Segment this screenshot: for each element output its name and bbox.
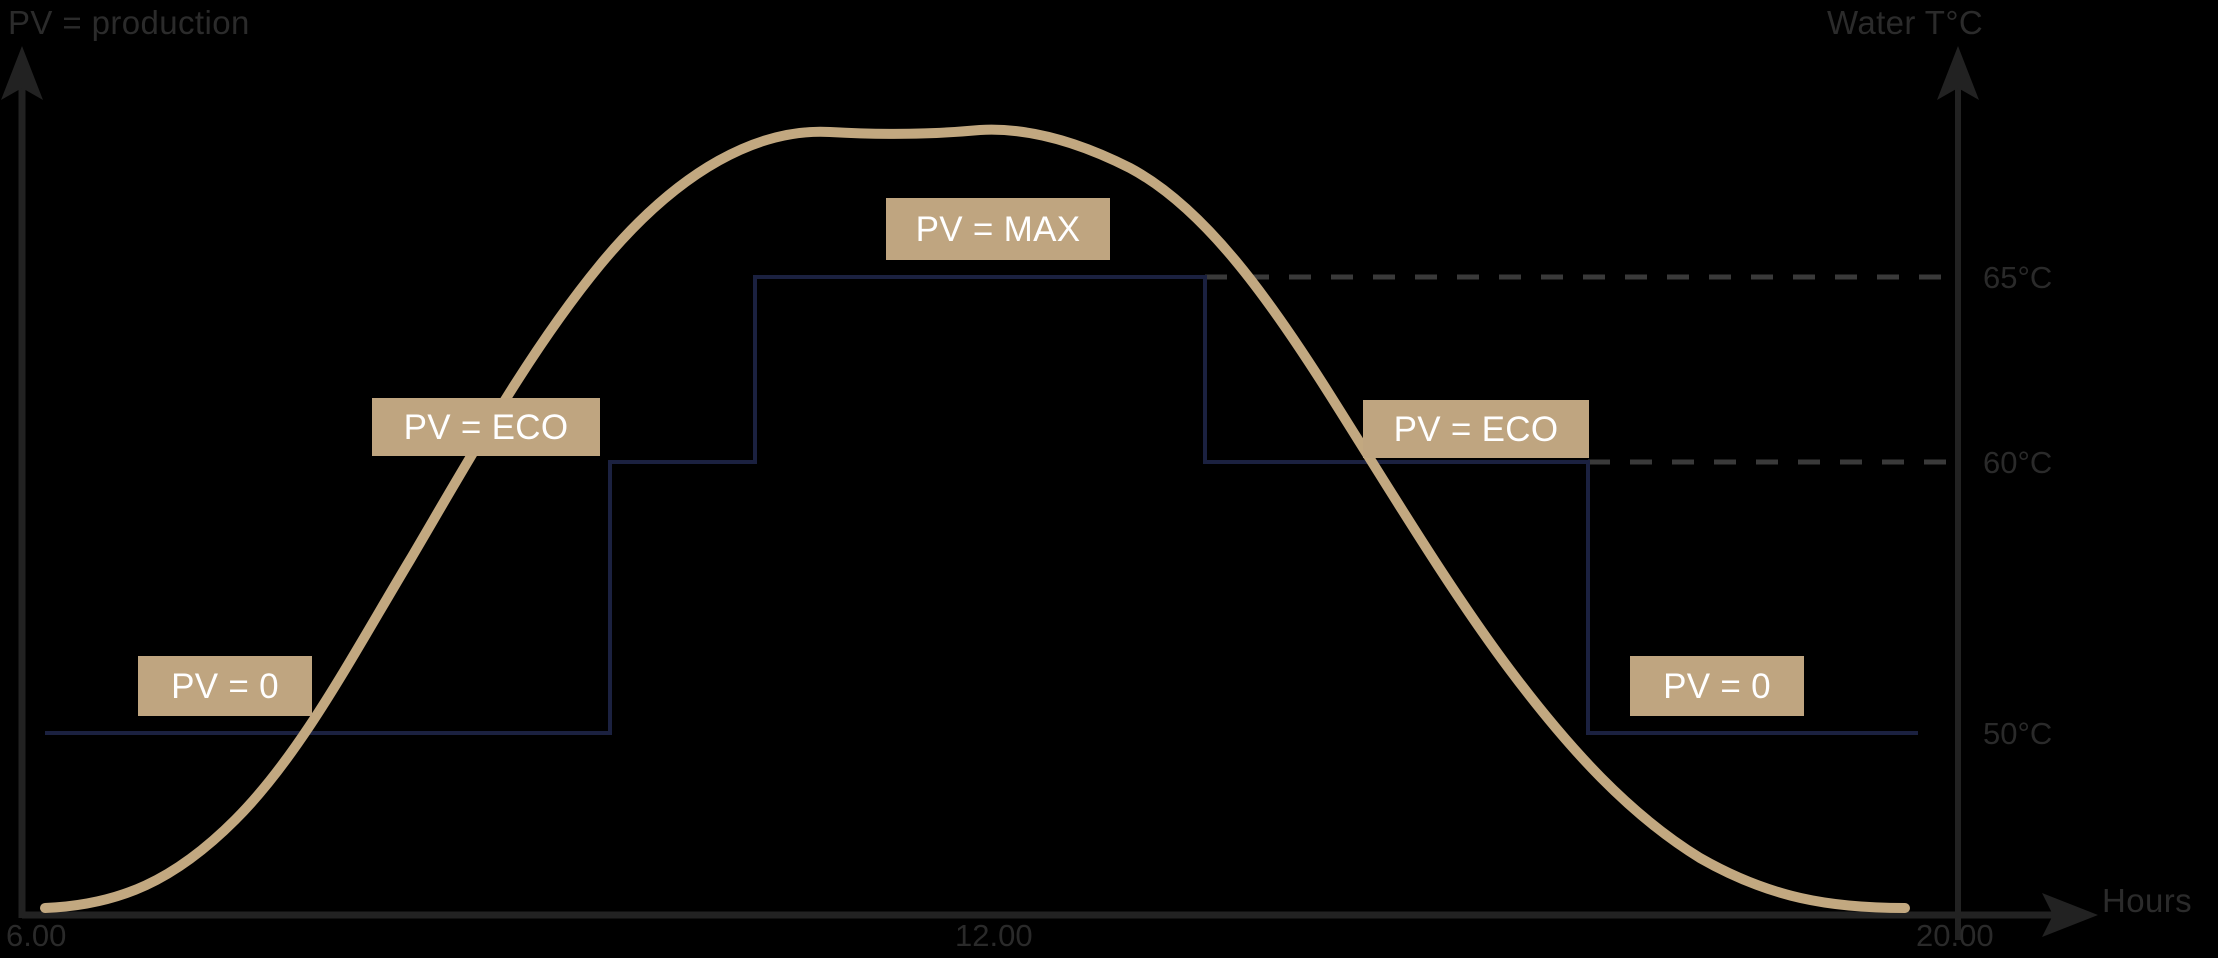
left-axis: [1, 46, 43, 918]
setpoint-step-line: [45, 275, 1918, 735]
annotation-badge-pv-zero-right: PV = 0: [1630, 656, 1804, 716]
hour-tick-20: 20.00: [1916, 918, 1994, 953]
annotation-badge-pv-max: PV = MAX: [886, 198, 1110, 260]
annotation-badge-pv-zero-left: PV = 0: [138, 656, 312, 716]
annotation-badge-pv-eco-left: PV = ECO: [372, 398, 600, 456]
temperature-tick-60c: 60°C: [1983, 445, 2053, 480]
annotation-badge-pv-eco-right: PV = ECO: [1363, 400, 1589, 458]
bottom-axis: [22, 893, 2098, 937]
right-axis-caption: Water T°C: [1827, 4, 1984, 41]
temperature-tick-65c: 65°C: [1983, 260, 2053, 295]
temperature-tick-50c: 50°C: [1983, 716, 2053, 751]
hour-tick-6: 6.00: [6, 918, 67, 953]
left-axis-caption: PV = production: [8, 4, 250, 41]
pv-production-curve: [40, 124, 1910, 913]
hour-tick-12: 12.00: [955, 918, 1033, 953]
right-axis: [1937, 46, 1979, 940]
x-axis-caption: Hours: [2102, 882, 2193, 919]
